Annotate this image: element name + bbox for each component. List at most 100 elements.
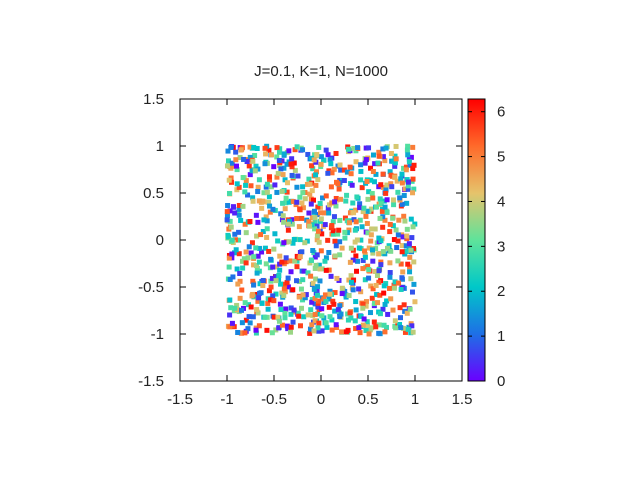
scatter-point: [316, 320, 322, 326]
scatter-point: [289, 172, 295, 178]
scatter-point: [266, 199, 271, 205]
scatter-point: [229, 320, 235, 326]
scatter-point: [366, 267, 372, 273]
scatter-point: [397, 195, 403, 201]
scatter-point: [337, 303, 343, 309]
scatter-point: [324, 324, 330, 330]
scatter-point: [342, 288, 348, 294]
scatter-point: [364, 220, 370, 226]
scatter-point: [303, 292, 309, 298]
scatter-point: [230, 204, 236, 210]
scatter-point: [315, 177, 321, 183]
scatter-point: [401, 302, 407, 308]
scatter-point: [390, 215, 396, 221]
scatter-point: [384, 197, 390, 203]
scatter-point: [309, 188, 315, 194]
scatter-point: [256, 259, 262, 265]
scatter-point: [281, 240, 287, 246]
scatter-point: [266, 174, 272, 180]
scatter-point: [326, 250, 332, 255]
scatter-point: [237, 295, 243, 301]
scatter-point: [290, 240, 296, 246]
scatter-point: [243, 260, 249, 266]
scatter-point: [351, 145, 357, 151]
scatter-point: [285, 221, 291, 227]
scatter-point: [323, 267, 329, 273]
scatter-point: [299, 215, 305, 221]
scatter-point: [274, 174, 280, 180]
scatter-point: [243, 182, 249, 188]
scatter-point: [311, 328, 317, 334]
scatter-point: [401, 165, 407, 171]
scatter-point: [387, 229, 393, 235]
scatter-point: [284, 180, 290, 186]
scatter-point: [249, 240, 255, 246]
scatter-point: [253, 245, 259, 251]
scatter-point: [295, 310, 301, 316]
scatter-point: [350, 200, 356, 206]
scatter-point: [363, 157, 369, 163]
scatter-point: [226, 264, 232, 270]
scatter-point: [370, 168, 376, 174]
scatter-point: [365, 263, 371, 269]
scatter-point: [226, 190, 232, 196]
scatter-point: [322, 258, 328, 264]
scatter-point: [270, 264, 276, 270]
scatter-point: [295, 173, 301, 179]
scatter-point: [347, 220, 353, 226]
scatter-point: [376, 279, 382, 285]
scatter-point: [254, 145, 260, 151]
scatter-point: [371, 179, 377, 185]
scatter-point: [262, 314, 268, 320]
scatter-point: [359, 224, 365, 230]
scatter-point: [395, 189, 401, 195]
colorbar-axis: 0 1 2 3 4 5 6: [468, 104, 505, 390]
scatter-point: [373, 246, 379, 252]
scatter-point: [407, 306, 413, 312]
scatter-point: [333, 203, 339, 209]
scatter-point: [242, 300, 248, 306]
scatter-point: [283, 255, 289, 261]
scatter-point: [332, 253, 338, 259]
scatter-point: [337, 239, 343, 245]
scatter-point: [379, 208, 385, 214]
scatter-point: [276, 272, 282, 278]
scatter-point: [313, 262, 319, 268]
scatter-point: [337, 162, 343, 168]
scatter-point: [273, 327, 279, 333]
scatter-point: [284, 189, 290, 195]
scatter-point: [300, 297, 306, 303]
y-tick-label: -0.5: [138, 279, 164, 296]
scatter-point: [315, 204, 321, 210]
scatter-point: [274, 145, 280, 151]
scatter-point: [234, 302, 240, 308]
scatter-point: [400, 269, 406, 275]
scatter-point: [240, 203, 246, 209]
scatter-point: [268, 152, 274, 158]
scatter-point: [405, 326, 411, 332]
scatter-point: [279, 217, 285, 223]
scatter-point: [288, 269, 294, 275]
x-tick-label: 1.5: [452, 391, 473, 408]
scatter-point: [386, 243, 392, 249]
scatter-point: [380, 306, 386, 312]
scatter-point: [320, 195, 326, 201]
x-tick-label: -1: [220, 391, 233, 408]
scatter-point: [290, 319, 296, 325]
scatter-point: [343, 294, 349, 300]
scatter-point: [310, 166, 316, 172]
scatter-point: [406, 241, 412, 247]
scatter-point: [332, 238, 338, 244]
scatter-point: [317, 278, 323, 284]
scatter-point: [399, 171, 405, 177]
scatter-point: [346, 293, 352, 299]
scatter-point: [236, 212, 242, 218]
scatter-point: [272, 231, 278, 237]
scatter-point: [314, 212, 320, 218]
scatter-point: [296, 313, 302, 319]
scatter-point: [255, 253, 261, 259]
scatter-point: [387, 285, 392, 291]
scatter-point: [261, 217, 267, 223]
scatter-point: [378, 201, 384, 207]
scatter-point: [398, 176, 404, 182]
